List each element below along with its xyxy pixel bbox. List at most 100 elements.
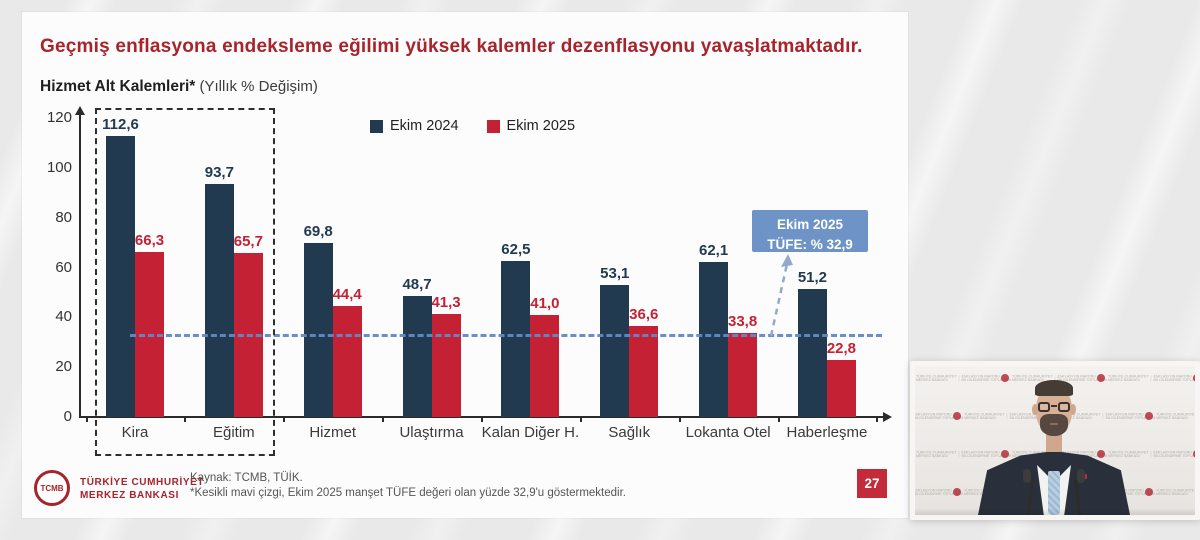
backdrop-tcmb-logo-icon	[953, 412, 961, 421]
backdrop-tcmb-logo-icon	[953, 488, 961, 497]
value-label-ekim-2025-1: 66,3	[134, 231, 165, 249]
bar-ekim-2024-4	[402, 295, 432, 417]
speaker-beard	[1040, 414, 1068, 436]
source-note: Kaynak: TCMB, TÜİK.	[190, 472, 303, 484]
x-tick-6	[678, 417, 681, 422]
y-tick-label-20: 20	[55, 358, 72, 376]
category-label-7: Lokanta Otel	[685, 424, 771, 441]
bar-ekim-2024-2	[204, 183, 234, 417]
tufe-callout-line2: TÜFE: % 32,9	[767, 236, 853, 252]
speaker-tie	[1048, 471, 1060, 515]
y-tick-label-80: 80	[55, 208, 72, 226]
x-tick-5	[579, 417, 582, 422]
value-label-ekim-2025-3: 44,4	[332, 286, 362, 304]
tufe-callout-box: Ekim 2025 TÜFE: % 32,9	[752, 210, 868, 252]
value-label-ekim-2024-5: 62,5	[501, 241, 531, 259]
legend-swatch-ekim-2025	[486, 119, 500, 133]
bar-chart: Ekim 2024 Ekim 2025 Ekim 2025 TÜFE: % 32…	[22, 12, 908, 518]
bar-ekim-2025-5	[530, 314, 560, 417]
value-label-ekim-2024-3: 69,8	[303, 223, 333, 241]
glasses-right-lens-icon	[1058, 402, 1070, 412]
backdrop-tcmb-logo-icon	[1145, 412, 1153, 421]
speaker-ear-right	[1070, 404, 1076, 415]
category-label-6: Sağlık	[608, 424, 651, 441]
speaker-ear-left	[1032, 404, 1038, 415]
category-label-1: Kira	[121, 424, 149, 441]
bar-ekim-2025-3	[332, 306, 362, 417]
bar-ekim-2024-6	[600, 284, 630, 417]
bar-ekim-2024-5	[501, 261, 531, 417]
x-tick-0	[85, 417, 88, 422]
category-label-5: Kalan Diğer H.	[481, 424, 580, 441]
legend-swatch-ekim-2024	[370, 119, 383, 133]
glasses-bridge-icon	[1051, 405, 1057, 407]
speaker-video: TÜRKİYE CUMHURİYET MERKEZ BANKASI ENFLASYO…	[915, 366, 1195, 515]
speaker-hair	[1035, 380, 1073, 396]
y-axis-line	[79, 114, 81, 417]
x-tick-4	[480, 417, 483, 422]
microphone-left-tip	[1023, 469, 1031, 483]
value-label-ekim-2024-7: 62,1	[698, 242, 729, 260]
y-tick-label-100: 100	[46, 158, 72, 176]
category-label-2: Eğitim	[213, 424, 255, 441]
x-tick-1	[184, 417, 187, 422]
legend-item-ekim-2025: Ekim 2025	[486, 118, 575, 134]
glasses-left-lens-icon	[1038, 402, 1050, 412]
y-tick-label-60: 60	[55, 258, 72, 276]
value-label-ekim-2025-8: 22,8	[826, 340, 857, 358]
bank-name: TÜRKİYE CUMHURİYET MERKEZ BANKASI	[80, 476, 204, 502]
category-label-8: Haberleşme	[786, 424, 868, 441]
bar-ekim-2024-8	[797, 289, 827, 417]
bar-ekim-2025-6	[629, 325, 659, 417]
chart-subtitle-unit: (Yıllık % Değişim)	[195, 78, 318, 95]
y-tick-label-40: 40	[55, 308, 72, 326]
tufe-callout-line1: Ekim 2025	[776, 217, 844, 232]
value-label-ekim-2025-2: 65,7	[233, 233, 263, 251]
chart-subtitle: Hizmet Alt Kalemleri* (Yıllık % Değişim)	[40, 78, 640, 96]
x-tick-3	[382, 417, 385, 422]
speaker-video-window: TÜRKİYE CUMHURİYET MERKEZ BANKASI ENFLASYO…	[910, 361, 1200, 520]
value-label-ekim-2024-4: 48,7	[402, 275, 432, 293]
legend-item-ekim-2024: Ekim 2024	[370, 118, 459, 134]
page-number-badge: 27	[857, 469, 887, 498]
bar-ekim-2025-7	[728, 332, 758, 417]
backdrop-tcmb-logo-icon	[1193, 450, 1195, 459]
backdrop-tcmb-logo-icon	[1001, 374, 1009, 383]
x-axis-arrow-icon	[883, 412, 892, 422]
x-tick-2	[283, 417, 286, 422]
x-tick-7	[777, 417, 780, 422]
bank-name-line1: TÜRKİYE CUMHURİYET	[80, 477, 205, 488]
value-label-ekim-2024-2: 93,7	[204, 163, 234, 181]
value-label-ekim-2024-6: 53,1	[600, 264, 630, 282]
bar-ekim-2024-1	[106, 136, 135, 417]
y-axis-arrow-icon	[75, 106, 85, 115]
footnote: *Kesikli mavi çizgi, Ekim 2025 manşet TÜ…	[190, 487, 626, 499]
speaker-mouth	[1050, 423, 1058, 425]
tcmb-logo-text: TCMB	[40, 483, 64, 493]
tufe-callout-arrow-icon	[769, 254, 793, 337]
value-label-ekim-2025-5: 41,0	[530, 294, 560, 312]
value-label-ekim-2024-8: 51,2	[797, 269, 828, 287]
